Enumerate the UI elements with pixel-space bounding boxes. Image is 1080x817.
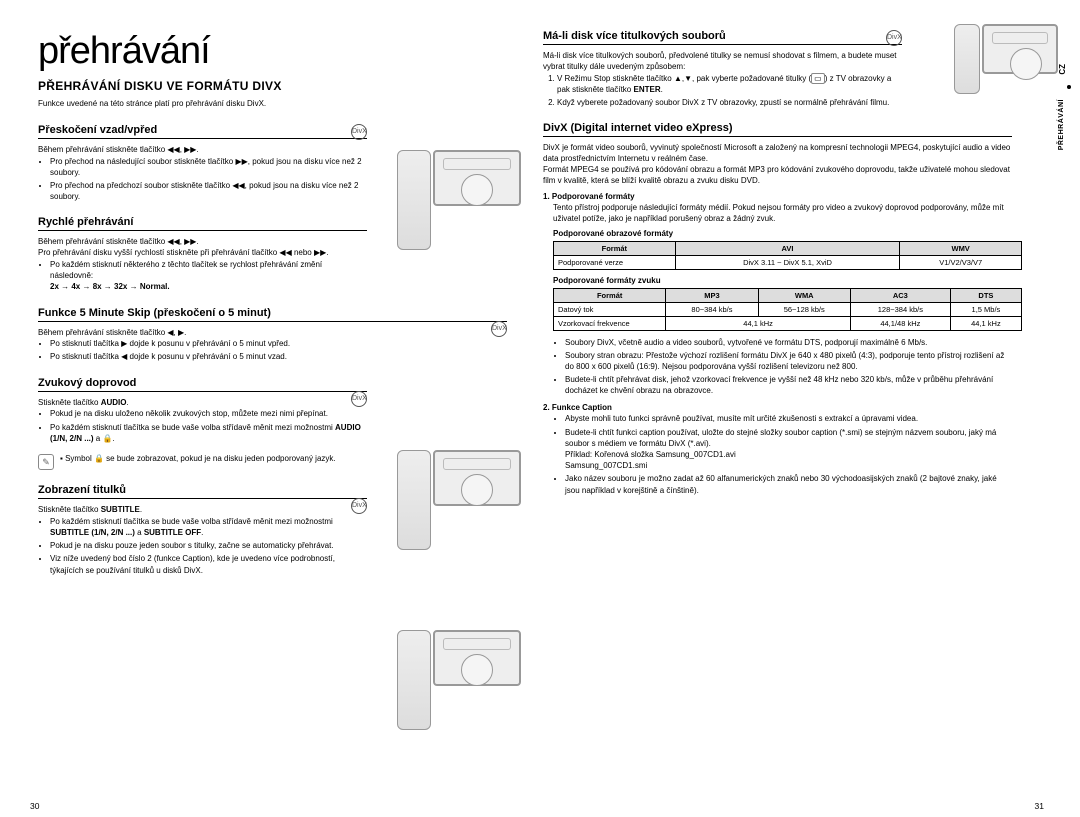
td: 44,1 kHz [666,316,851,330]
td: V1/V2/V3/V7 [900,255,1022,269]
list-item: Po stisknutí tlačítka ▶ dojde k posunu v… [50,338,507,349]
subheading-divx-express: DivX (Digital internet video eXpress) [543,122,1012,137]
language-code: CZ [1058,64,1067,75]
td: 80~384 kb/s [666,302,758,316]
note-icon: ✎ [38,454,54,470]
td: Datový tok [554,302,666,316]
text: Během přehrávání stiskněte tlačítko ◀, ▶… [38,328,507,339]
list-item: Budete-li chtít přehrávat disk, jehož vz… [565,374,1012,396]
format-badge: DivX [351,391,367,407]
th: Formát [554,288,666,302]
list-item: Soubory DivX, včetně audio a video soubo… [565,337,1012,348]
remote-illustration [397,630,527,730]
list-item: Po každém stisknutí tlačítka se bude vaš… [50,422,367,444]
list-item: Pro přechod na následující soubor stiskn… [50,156,367,178]
list-item: Budete-li chtít funkci caption používat,… [565,427,1012,472]
td: 1,5 Mb/s [950,302,1021,316]
numbered-heading: 1. Podporované formáty [543,192,1012,203]
table-caption: Podporované obrazové formáty [553,229,1012,238]
list-item: Když vyberete požadovaný soubor DivX z T… [557,97,902,108]
page-main-title: přehrávání [38,30,507,73]
audio-formats-table: Formát MP3 WMA AC3 DTS Datový tok 80~384… [553,288,1022,331]
remote-illustration [954,24,1058,94]
list-item: Po každém stisknutí tlačítka se bude vaš… [50,516,367,538]
format-badge: DivX [351,124,367,140]
text: Stiskněte tlačítko AUDIO. [38,398,367,409]
intro-text: Funkce uvedené na této stránce platí pro… [38,99,507,110]
th: MP3 [666,288,758,302]
text: Stiskněte tlačítko SUBTITLE. [38,505,367,516]
list-item: Po každém stisknutí některého z těchto t… [50,259,367,293]
td: Podporované verze [554,255,676,269]
td: 44,1 kHz [950,316,1021,330]
text: Pro přehrávání disku vyšší rychlostí sti… [38,248,367,259]
text: DivX je formát video souborů, vyvinutý s… [543,143,1012,165]
remote-illustration [397,450,527,550]
td: 128~384 kb/s [850,302,950,316]
subheading-skip: Přeskočení vzad/vpřed [38,124,367,139]
th: WMV [900,241,1022,255]
list-item: Soubory stran obrazu: Přestože výchozí r… [565,350,1012,372]
text: Má-li disk více titulkových souborů, pře… [543,51,902,73]
list-item: Pokud je na disku uloženo několik zvukov… [50,408,367,419]
table-caption: Podporované formáty zvuku [553,276,1012,285]
td: 56~128 kb/s [758,302,850,316]
subheading-audio: Zvukový doprovod [38,377,367,392]
td: DivX 3.11 ~ DivX 5.1, XviD [675,255,900,269]
list-item: Viz níže uvedený bod číslo 2 (funkce Cap… [50,553,367,575]
subheading-fast-play: Rychlé přehrávání [38,216,367,231]
page-number-right: 31 [1035,801,1044,811]
list-item: Pokud je na disku pouze jeden soubor s t… [50,540,367,551]
remote-illustration [397,150,527,250]
section-label: PŘEHRÁVÁNÍ [1058,99,1065,150]
format-badge: DivX [491,321,507,337]
td: Vzorkovací frekvence [554,316,666,330]
page-number-left: 30 [30,801,39,811]
list-item: Po stisknutí tlačítka ◀ dojde k posunu v… [50,351,507,362]
section-heading-divx-playback: PŘEHRÁVÁNÍ DISKU VE FORMÁTU DIVX [38,79,507,93]
list-item: Pro přechod na předchozí soubor stisknět… [50,180,367,202]
th: WMA [758,288,850,302]
text: Tento přístroj podporuje následující for… [553,203,1012,225]
subheading-5min-skip: Funkce 5 Minute Skip (přeskočení o 5 min… [38,307,507,322]
text: Během přehrávání stiskněte tlačítko ◀◀, … [38,237,367,248]
side-tab: CZ PŘEHRÁVÁNÍ [1058,64,1076,150]
th: Formát [554,241,676,255]
note-text: ▪ Symbol 🔒 se bude zobrazovat, pokud je … [60,454,336,465]
subheading-subtitles: Zobrazení titulků [38,484,367,499]
td: 44,1/48 kHz [850,316,950,330]
subheading-multi-subtitle: Má-li disk více titulkových souborů [543,30,902,45]
format-badge: DivX [886,30,902,46]
th: DTS [950,288,1021,302]
list-item: Abyste mohli tuto funkci správně používa… [565,413,1012,424]
text: Formát MPEG4 se používá pro kódování obr… [543,165,1012,187]
th: AVI [675,241,900,255]
video-formats-table: Formát AVI WMV Podporované verze DivX 3.… [553,241,1022,270]
format-badge: DivX [351,498,367,514]
numbered-heading: 2. Funkce Caption [543,403,1012,414]
list-item: V Režimu Stop stiskněte tlačítko ▲,▼, pa… [557,73,902,95]
text: Během přehrávání stiskněte tlačítko ◀◀, … [38,145,367,156]
th: AC3 [850,288,950,302]
list-item: Jako název souboru je možno zadat až 60 … [565,473,1012,495]
